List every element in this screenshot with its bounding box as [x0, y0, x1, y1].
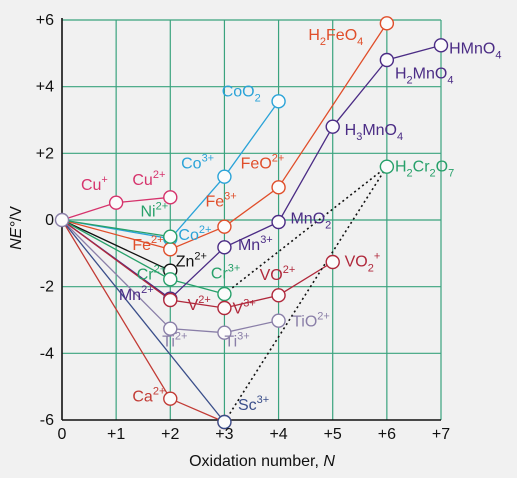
series-line-sc — [61, 219, 225, 423]
data-point-cr — [379, 159, 395, 174]
data-point-mn — [325, 119, 340, 134]
species-label-ca_2plus: Ca2+ — [132, 386, 165, 406]
x-tick-label: +7 — [432, 426, 450, 443]
data-point-cu — [163, 190, 178, 205]
y-tick-label: -2 — [40, 279, 54, 296]
data-point-mn — [379, 52, 395, 68]
species-labels: Cu+ Cu2+ Co3+ CoO2 Co2+ Ni2+ Fe2+ Fe3+FeO2+ H2Fe… — [81, 27, 502, 414]
species-label-h2mno4: H2MnO4 — [395, 65, 453, 86]
data-point-fe — [271, 180, 286, 195]
species-label-fe_3plus: Fe3+ — [205, 191, 236, 211]
data-point-fe — [217, 219, 232, 234]
y-tick-label: -6 — [40, 412, 54, 429]
origin-point — [54, 212, 70, 228]
species-label-cr_2plus: Cr2+ — [137, 263, 166, 283]
y-tick-label: 0 — [45, 212, 54, 229]
species-label-h2feo4: H2FeO4 — [308, 27, 363, 48]
series-line-ti — [61, 219, 279, 334]
species-label-vo_2plus: VO2+ — [260, 264, 296, 284]
data-point-ti — [163, 321, 178, 336]
species-label-h3mno4: H3MnO4 — [345, 122, 403, 143]
species-label-mn_2plus: Mn2+ — [119, 284, 154, 304]
data-point-sc — [217, 414, 232, 430]
data-point-ni — [163, 229, 178, 244]
data-point-mn — [433, 38, 449, 53]
species-label-feo_2plus: FeO2+ — [241, 152, 285, 172]
series-line-dotted-cr — [223, 166, 388, 295]
x-tick-label: +1 — [107, 426, 125, 443]
sc-cr-dotted-line — [223, 166, 388, 423]
species-label-hmno4: HMnO4 — [449, 40, 501, 61]
x-tick-label: +4 — [269, 426, 287, 443]
species-label-h2cr2o7: H2Cr2O7 — [395, 159, 454, 180]
species-label-v_3plus: V3+ — [233, 297, 256, 317]
data-point-v — [163, 292, 178, 308]
species-label-fe_2plus: Fe2+ — [132, 234, 163, 254]
species-label-tio_2plus: TiO2+ — [292, 311, 330, 331]
species-label-cu_plus: Cu+ — [81, 174, 108, 194]
species-label-sc_3plus: Sc3+ — [238, 394, 269, 414]
species-label-mno2: MnO2 — [290, 210, 331, 231]
data-point-mn — [271, 214, 286, 230]
data-point-cr — [217, 286, 232, 302]
data-point-v — [271, 288, 286, 303]
data-point-v — [217, 300, 232, 316]
x-tick-label: +5 — [324, 426, 342, 443]
x-tick-label: 0 — [58, 426, 67, 443]
data-point-co — [217, 169, 232, 184]
data-point-ti — [217, 325, 232, 340]
data-point-v — [325, 254, 340, 270]
x-axis-title: Oxidation number, N — [189, 453, 335, 470]
data-point-cu — [108, 195, 124, 210]
data-point-ca — [163, 391, 178, 406]
species-label-cu_2plus: Cu2+ — [132, 169, 165, 189]
y-axis-title: NE°/V — [8, 206, 25, 250]
species-label-zn_2plus: Zn2+ — [176, 251, 207, 271]
species-label-mn_3plus: Mn3+ — [238, 234, 273, 254]
series-line-co — [61, 100, 280, 240]
y-tick-label: -4 — [40, 345, 54, 362]
y-tick-label: +2 — [36, 145, 54, 162]
x-tick-label: +3 — [215, 426, 233, 443]
species-label-cr_3plus: Cr3+ — [211, 262, 240, 282]
series-line-ni — [61, 219, 171, 238]
data-point-ti — [271, 313, 286, 328]
series-line-zn — [61, 219, 171, 272]
x-tick-label: +6 — [378, 426, 396, 443]
y-tick-label: +4 — [36, 79, 54, 96]
data-point-fe — [379, 16, 395, 31]
species-label-vo2_plus: VO2+ — [345, 251, 381, 275]
species-label-coo2: CoO2 — [222, 84, 261, 105]
data-point-cr — [163, 272, 178, 287]
species-label-ti_2plus: Ti2+ — [162, 331, 187, 351]
species-label-co_2plus: Co2+ — [178, 224, 211, 244]
y-tick-label: +6 — [36, 12, 54, 29]
species-label-ni_2plus: Ni2+ — [141, 201, 169, 221]
tick-labels: 0 +1 +2 +3 +4 +5 +6 +7 +6 +4 +2 0 -2 -4 -6 — [36, 12, 450, 443]
species-label-v_2plus: V2+ — [188, 294, 211, 314]
data-point-mn — [217, 240, 232, 255]
series-points — [54, 16, 449, 430]
species-label-ti_3plus: Ti3+ — [224, 331, 249, 351]
x-tick-label: +2 — [161, 426, 179, 443]
species-label-co_3plus: Co3+ — [181, 152, 214, 172]
data-point-co — [271, 94, 286, 109]
